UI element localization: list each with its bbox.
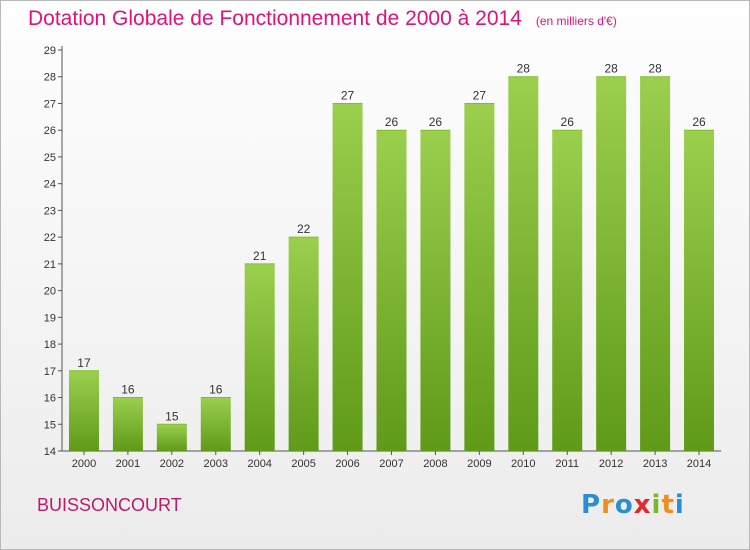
bar-value-label: 15 <box>165 409 179 423</box>
x-tick-label: 2000 <box>72 458 96 470</box>
x-tick-label: 2007 <box>379 458 403 470</box>
x-tick-label: 2008 <box>423 458 447 470</box>
bar <box>244 263 275 451</box>
bar-value-label: 27 <box>473 88 487 102</box>
bar <box>640 76 671 451</box>
bar-value-label: 17 <box>77 356 91 370</box>
x-tick-label: 2009 <box>467 458 491 470</box>
bar-value-label: 22 <box>297 222 311 236</box>
x-tick-label: 2014 <box>687 458 711 470</box>
bar-value-label: 28 <box>517 62 531 76</box>
y-tick-label: 23 <box>44 205 56 217</box>
y-tick-label: 27 <box>44 98 56 110</box>
y-tick-label: 17 <box>44 366 56 378</box>
bar <box>596 76 627 451</box>
bar-value-label: 27 <box>341 88 355 102</box>
y-tick-label: 15 <box>44 419 56 431</box>
logo-letter: r <box>601 490 615 520</box>
bar <box>464 103 495 451</box>
logo-letter: i <box>674 490 685 520</box>
x-tick-label: 2012 <box>599 458 623 470</box>
bar-value-label: 26 <box>385 115 399 129</box>
bar <box>552 130 583 451</box>
bar <box>68 370 99 451</box>
bar <box>200 397 231 451</box>
bar <box>332 103 363 451</box>
x-tick-label: 2010 <box>511 458 535 470</box>
x-tick-label: 2013 <box>643 458 667 470</box>
x-tick-label: 2005 <box>291 458 315 470</box>
bar <box>156 424 187 451</box>
y-tick-label: 16 <box>44 393 56 405</box>
x-tick-label: 2004 <box>247 458 271 470</box>
x-tick-label: 2001 <box>116 458 140 470</box>
y-tick-label: 18 <box>44 339 56 351</box>
bar-value-label: 16 <box>209 383 223 397</box>
x-tick-label: 2002 <box>160 458 184 470</box>
bar-value-label: 16 <box>121 383 135 397</box>
x-tick-label: 2006 <box>335 458 359 470</box>
bar <box>420 130 451 451</box>
logo-letter: P <box>581 490 602 520</box>
bar <box>376 130 407 451</box>
bar-value-label: 26 <box>561 115 575 129</box>
y-tick-label: 19 <box>44 312 56 324</box>
bar <box>684 130 715 451</box>
bar <box>112 397 143 451</box>
unit-label: (en milliers d'€) <box>535 14 617 28</box>
bar-value-label: 21 <box>253 249 267 263</box>
bar-value-label: 28 <box>604 62 618 76</box>
logo-letter: t <box>661 490 675 520</box>
bar-value-label: 28 <box>648 62 662 76</box>
y-tick-label: 25 <box>44 152 56 164</box>
x-tick-label: 2003 <box>204 458 228 470</box>
y-tick-label: 29 <box>44 45 56 57</box>
bar <box>288 237 319 451</box>
proxiti-logo: Proxiti <box>581 490 685 520</box>
y-tick-label: 22 <box>44 232 56 244</box>
y-tick-label: 28 <box>44 72 56 84</box>
x-tick-label: 2011 <box>555 458 579 470</box>
y-tick-label: 14 <box>44 446 56 458</box>
y-tick-label: 24 <box>44 179 56 191</box>
chart-title: Dotation Globale de Fonctionnement de 20… <box>28 7 617 31</box>
commune-name: BUISSONCOURT <box>37 495 182 515</box>
logo-letter: i <box>651 490 662 520</box>
y-tick-label: 26 <box>44 125 56 137</box>
bar-value-label: 26 <box>692 115 706 129</box>
logo-letter: x <box>633 490 652 520</box>
bar-value-label: 26 <box>429 115 443 129</box>
title-text: Dotation Globale de Fonctionnement de 20… <box>28 7 522 30</box>
y-tick-label: 20 <box>44 286 56 298</box>
y-tick-label: 21 <box>44 259 56 271</box>
bar <box>508 76 539 451</box>
logo-letter: o <box>614 490 634 520</box>
